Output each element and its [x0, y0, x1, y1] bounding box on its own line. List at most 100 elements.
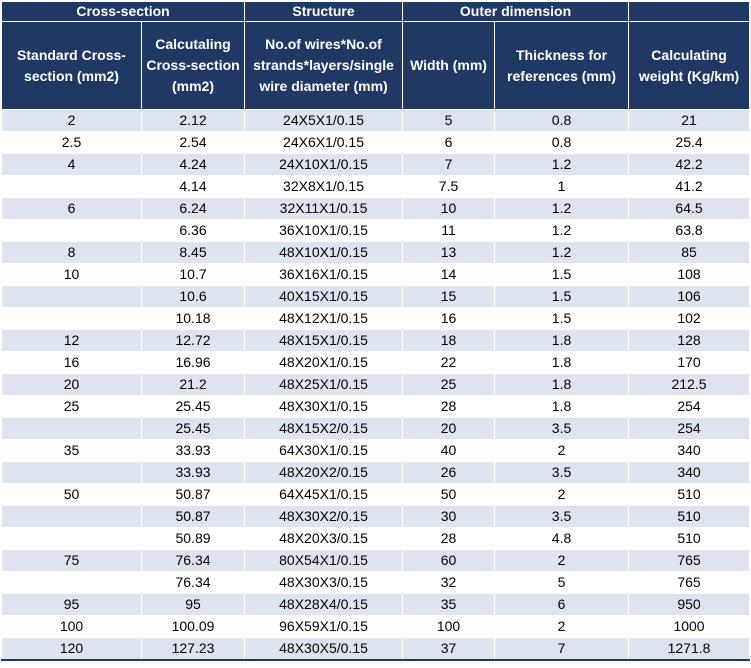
weight-cell: 128 [628, 329, 751, 352]
weight-cell: 64.5 [628, 197, 751, 220]
standard-cross-section-cell [1, 175, 142, 198]
table-row: 25 25.45 48X30X1/0.15 28 1.8 254 [1, 395, 751, 418]
calculating-cross-section-cell: 4.14 [140, 175, 246, 198]
table-row: 35 33.93 64X30X1/0.15 40 2 340 [1, 439, 751, 462]
weight-cell: 170 [628, 351, 751, 374]
weight-cell: 765 [628, 549, 751, 572]
standard-cross-section-cell [1, 219, 142, 242]
weight-cell: 340 [628, 461, 751, 484]
thickness-cell: 1.5 [494, 307, 630, 330]
column-header-structure: No.of wires*No.of strands*layers/single … [244, 21, 404, 110]
calculating-cross-section-cell: 25.45 [140, 417, 246, 440]
thickness-cell: 2 [494, 439, 630, 462]
table-row: 50 50.87 64X45X1/0.15 50 2 510 [1, 483, 751, 506]
table-row: 33.93 48X20X2/0.15 26 3.5 340 [1, 461, 751, 484]
weight-cell: 510 [628, 505, 751, 528]
thickness-cell: 1.2 [494, 219, 630, 242]
calculating-cross-section-cell: 10.6 [140, 285, 246, 308]
standard-cross-section-cell: 120 [1, 637, 142, 661]
thickness-cell: 5 [494, 571, 630, 594]
standard-cross-section-cell [1, 527, 142, 550]
structure-cell: 24X6X1/0.15 [244, 131, 404, 154]
standard-cross-section-cell [1, 505, 142, 528]
column-header-width: Width (mm) [402, 21, 496, 110]
thickness-cell: 1 [494, 175, 630, 198]
group-header-structure: Structure [244, 1, 404, 22]
structure-cell: 48X20X1/0.15 [244, 351, 404, 374]
structure-cell: 64X45X1/0.15 [244, 483, 404, 506]
standard-cross-section-cell: 12 [1, 329, 142, 352]
thickness-cell: 0.8 [494, 131, 630, 154]
structure-cell: 24X5X1/0.15 [244, 109, 404, 132]
width-cell: 5 [402, 109, 496, 132]
weight-cell: 765 [628, 571, 751, 594]
width-cell: 22 [402, 351, 496, 374]
standard-cross-section-cell: 35 [1, 439, 142, 462]
standard-cross-section-cell: 100 [1, 615, 142, 638]
table-row: 10.18 48X12X1/0.15 16 1.5 102 [1, 307, 751, 330]
width-cell: 11 [402, 219, 496, 242]
weight-cell: 106 [628, 285, 751, 308]
standard-cross-section-cell [1, 417, 142, 440]
table-row: 25.45 48X15X2/0.15 20 3.5 254 [1, 417, 751, 440]
width-cell: 28 [402, 527, 496, 550]
column-header-thickness: Thickness for references (mm) [494, 21, 630, 110]
width-cell: 60 [402, 549, 496, 572]
structure-cell: 32X11X1/0.15 [244, 197, 404, 220]
width-cell: 32 [402, 571, 496, 594]
width-cell: 50 [402, 483, 496, 506]
weight-cell: 254 [628, 395, 751, 418]
table-row: 4 4.24 24X10X1/0.15 7 1.2 42.2 [1, 153, 751, 176]
weight-cell: 340 [628, 439, 751, 462]
width-cell: 10 [402, 197, 496, 220]
thickness-cell: 7 [494, 637, 630, 661]
standard-cross-section-cell: 8 [1, 241, 142, 264]
width-cell: 35 [402, 593, 496, 616]
thickness-cell: 0.8 [494, 109, 630, 132]
thickness-cell: 1.5 [494, 263, 630, 286]
weight-cell: 63.8 [628, 219, 751, 242]
group-header-blank [628, 1, 751, 22]
thickness-cell: 1.2 [494, 197, 630, 220]
table-row: 95 95 48X28X4/0.15 35 6 950 [1, 593, 751, 616]
calculating-cross-section-cell: 6.36 [140, 219, 246, 242]
thickness-cell: 3.5 [494, 461, 630, 484]
structure-cell: 36X16X1/0.15 [244, 263, 404, 286]
structure-cell: 48X30X5/0.15 [244, 637, 404, 661]
width-cell: 25 [402, 373, 496, 396]
table-row: 50.89 48X20X3/0.15 28 4.8 510 [1, 527, 751, 550]
calculating-cross-section-cell: 33.93 [140, 461, 246, 484]
column-header-calculating-cross-section: Calcutaling Cross-section (mm2) [140, 21, 246, 110]
column-header-row: Standard Cross-section (mm2) Calcutaling… [1, 21, 751, 110]
weight-cell: 25.4 [628, 131, 751, 154]
weight-cell: 21 [628, 109, 751, 132]
width-cell: 16 [402, 307, 496, 330]
calculating-cross-section-cell: 25.45 [140, 395, 246, 418]
thickness-cell: 2 [494, 615, 630, 638]
structure-cell: 48X25X1/0.15 [244, 373, 404, 396]
calculating-cross-section-cell: 76.34 [140, 571, 246, 594]
calculating-cross-section-cell: 6.24 [140, 197, 246, 220]
structure-cell: 48X30X2/0.15 [244, 505, 404, 528]
width-cell: 18 [402, 329, 496, 352]
structure-cell: 40X15X1/0.15 [244, 285, 404, 308]
width-cell: 40 [402, 439, 496, 462]
table-row: 10 10.7 36X16X1/0.15 14 1.5 108 [1, 263, 751, 286]
table-header: Cross-section Structure Outer dimension … [0, 1, 751, 110]
structure-cell: 48X20X3/0.15 [244, 527, 404, 550]
thickness-cell: 3.5 [494, 505, 630, 528]
width-cell: 15 [402, 285, 496, 308]
standard-cross-section-cell: 50 [1, 483, 142, 506]
width-cell: 30 [402, 505, 496, 528]
structure-cell: 24X10X1/0.15 [244, 153, 404, 176]
thickness-cell: 4.8 [494, 527, 630, 550]
width-cell: 7 [402, 153, 496, 176]
thickness-cell: 1.2 [494, 241, 630, 264]
structure-cell: 48X20X2/0.15 [244, 461, 404, 484]
width-cell: 37 [402, 637, 496, 661]
width-cell: 13 [402, 241, 496, 264]
thickness-cell: 1.8 [494, 351, 630, 374]
width-cell: 100 [402, 615, 496, 638]
weight-cell: 510 [628, 527, 751, 550]
thickness-cell: 2 [494, 549, 630, 572]
